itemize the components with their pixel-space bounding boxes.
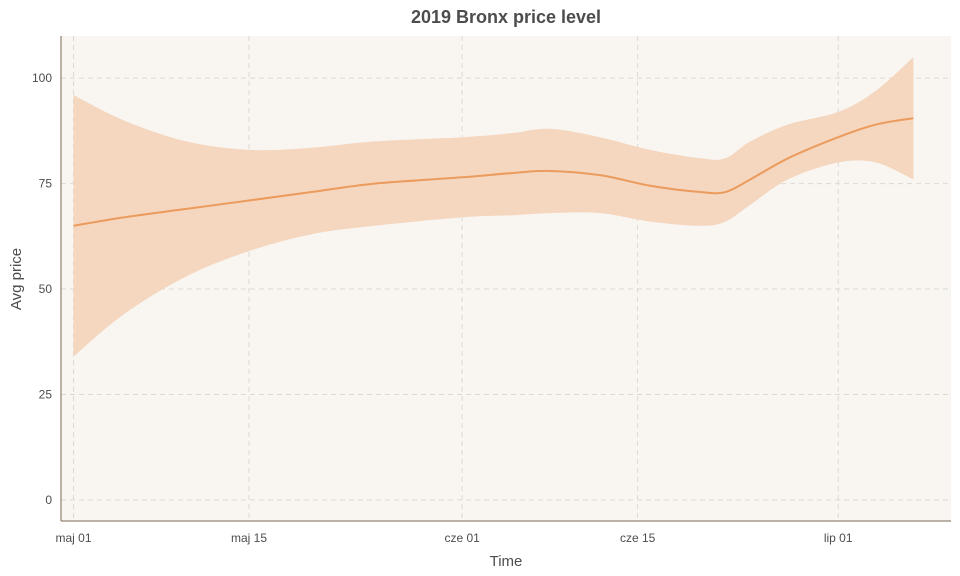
y-axis-title: Avg price (8, 248, 25, 310)
x-tick-label: maj 01 (56, 531, 92, 545)
x-axis-ticks: maj 01 maj 15 cze 01 cze 15 lip 01 (56, 531, 853, 545)
y-tick-label: 100 (32, 71, 52, 85)
x-tick-label: cze 01 (444, 531, 480, 545)
y-tick-label: 0 (45, 493, 52, 507)
trend-line (73, 117, 914, 227)
y-tick-label: 25 (39, 387, 53, 401)
plot-panel (61, 36, 951, 521)
x-tick-label: cze 15 (620, 531, 656, 545)
x-axis-title: Time (490, 553, 523, 570)
x-tick-label: maj 15 (231, 531, 267, 545)
y-tick-label: 75 (39, 177, 53, 191)
y-tick-label: 50 (39, 282, 53, 296)
x-tick-label: lip 01 (824, 531, 853, 545)
confidence-band (73, 57, 914, 357)
chart-title: 2019 Bronx price level (411, 7, 601, 27)
y-axis-ticks: 0 25 50 75 100 (32, 71, 52, 507)
